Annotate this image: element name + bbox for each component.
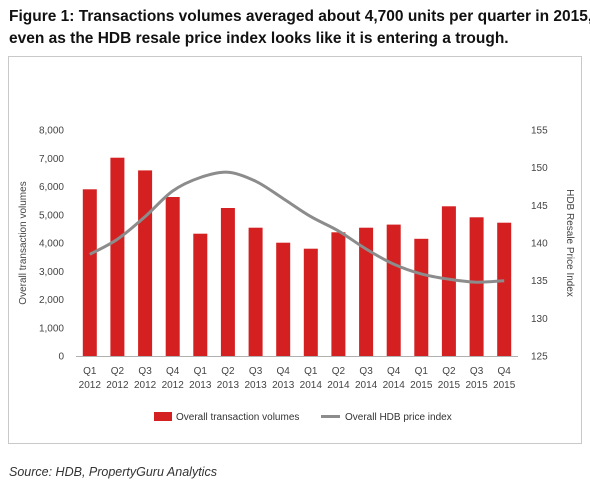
x-tick-year: 2014 [327,380,350,391]
left-tick-label: 0 [58,352,64,363]
left-tick-label: 4,000 [39,239,64,250]
bar-9 [303,248,318,356]
right-axis-ticks: 125 130 135 140 145 150 155 [531,126,548,363]
x-tick-quarter: Q4 [498,366,512,377]
x-tick-year: 2014 [355,380,378,391]
figure-title: Figure 1: Transactions volumes averaged … [9,6,590,50]
x-tick-quarter: Q1 [415,366,429,377]
x-tick-year: 2013 [217,380,240,391]
figure-title-line-1: Figure 1: Transactions volumes averaged … [9,8,590,25]
x-tick-year: 2012 [162,380,185,391]
source-note: Source: HDB, PropertyGuru Analytics [9,465,217,479]
left-tick-label: 1,000 [39,323,64,334]
left-tick-label: 5,000 [39,210,64,221]
bar-12 [386,224,401,356]
legend: Overall transaction volumes Overall HDB … [154,412,452,423]
x-tick-quarter: Q2 [111,366,125,377]
x-tick-quarter: Q4 [387,366,401,377]
x-tick-quarter: Q4 [166,366,180,377]
legend-bar-label: Overall transaction volumes [176,412,299,423]
bar-15 [469,217,484,356]
bar-11 [359,227,374,356]
legend-bar-swatch [154,412,172,421]
right-tick-label: 130 [531,314,548,325]
x-tick-year: 2012 [134,380,157,391]
x-tick-quarter: Q2 [221,366,235,377]
left-tick-label: 6,000 [39,182,64,193]
bar-8 [276,242,291,356]
bar-7 [248,227,263,356]
x-tick-quarter: Q1 [194,366,208,377]
left-tick-label: 3,000 [39,267,64,278]
bar-6 [220,208,235,356]
x-tick-year: 2015 [410,380,433,391]
left-axis-ticks: 0 1,000 2,000 3,000 4,000 5,000 6,000 7,000 8,00… [39,126,64,363]
left-axis-title: Overall transaction volumes [18,181,29,304]
x-axis-ticks: Q1 2012 Q2 2012 Q3 2012 Q4 2012 Q1 2013 Q2 2013 Q3 20… [79,366,516,391]
bar-1 [82,189,97,356]
x-tick-year: 2013 [189,380,212,391]
line-series [89,170,505,284]
x-tick-year: 2013 [244,380,267,391]
x-tick-year: 2014 [300,380,323,391]
legend-line-label: Overall HDB price index [345,412,452,423]
x-tick-quarter: Q3 [359,366,373,377]
x-tick-year: 2015 [438,380,461,391]
bar-10 [331,232,346,356]
x-tick-quarter: Q3 [138,366,152,377]
x-tick-year: 2012 [106,380,129,391]
right-tick-label: 125 [531,352,548,363]
left-tick-label: 2,000 [39,295,64,306]
bar-series [82,157,512,356]
bar-14 [441,206,456,356]
x-tick-quarter: Q1 [83,366,97,377]
x-tick-quarter: Q2 [332,366,346,377]
x-tick-quarter: Q2 [442,366,456,377]
x-tick-quarter: Q1 [304,366,318,377]
x-tick-year: 2015 [465,380,488,391]
bar-3 [138,170,153,356]
left-tick-label: 8,000 [39,126,64,137]
bar-4 [165,197,180,356]
bar-5 [193,233,208,356]
right-tick-label: 135 [531,276,548,287]
bar-13 [414,238,429,356]
left-tick-label: 7,000 [39,154,64,165]
x-tick-year: 2013 [272,380,295,391]
x-tick-quarter: Q4 [277,366,291,377]
right-tick-label: 155 [531,126,548,137]
x-tick-quarter: Q3 [249,366,263,377]
price-index-line [89,170,505,284]
bar-2 [110,157,125,356]
right-tick-label: 140 [531,239,548,250]
x-tick-year: 2015 [493,380,516,391]
x-tick-quarter: Q3 [470,366,484,377]
right-axis-title: HDB Resale Price Index [564,189,575,297]
bar-16 [497,222,512,356]
figure-title-line-2: even as the HDB resale price index looks… [9,30,509,47]
x-tick-year: 2014 [383,380,406,391]
right-tick-label: 150 [531,163,548,174]
x-tick-year: 2012 [79,380,102,391]
chart-frame [8,56,582,444]
right-tick-label: 145 [531,201,548,212]
